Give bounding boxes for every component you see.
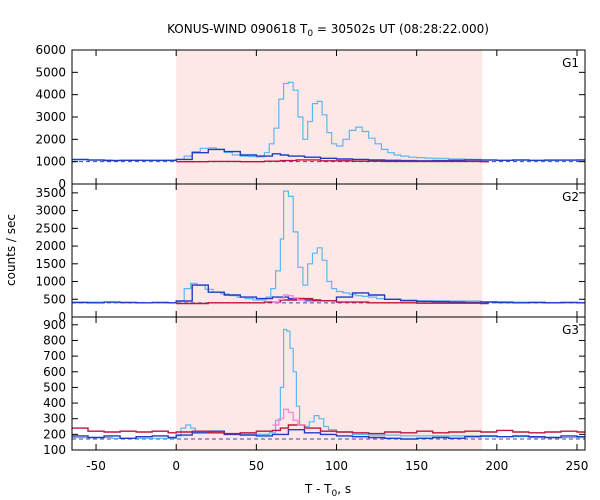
panel-label: G3 — [562, 323, 579, 337]
x-tick-label: 200 — [485, 459, 508, 473]
y-tick-label: 0 — [58, 177, 66, 191]
y-tick-label: 900 — [43, 318, 66, 332]
panels: 0100020003000400050006000G10500100015002… — [35, 43, 588, 473]
y-tick-label: 5000 — [35, 65, 66, 79]
y-tick-label: 2000 — [35, 239, 66, 253]
panel-label: G2 — [562, 190, 579, 204]
x-tick-label: -50 — [86, 459, 106, 473]
plot-frame — [71, 316, 586, 451]
y-tick-label: 600 — [43, 365, 66, 379]
series-hard-band — [72, 424, 585, 435]
y-tick-label: 4000 — [35, 88, 66, 102]
series-hard-band — [176, 297, 489, 305]
series-light-curve-coarse — [72, 148, 585, 162]
shaded-interval — [176, 50, 483, 184]
series-hard-band-peak — [272, 408, 307, 426]
x-tick-label: 0 — [172, 459, 180, 473]
series-hard-band — [176, 159, 489, 163]
x-tick-label: 250 — [566, 459, 589, 473]
y-tick-label: 200 — [43, 427, 66, 441]
chart-title-rest: = 30502s UT (08:28:22.000) — [313, 22, 489, 36]
y-tick-label: 100 — [43, 443, 66, 457]
y-tick-label: 700 — [43, 349, 66, 363]
y-tick-label: 500 — [43, 292, 66, 306]
chart-title-main: KONUS-WIND 090618 T — [167, 22, 308, 36]
shaded-interval — [176, 317, 483, 450]
y-tick-label: 500 — [43, 380, 66, 394]
y-tick-label: 3000 — [35, 110, 66, 124]
y-tick-label: 400 — [43, 396, 66, 410]
x-axis-label-main: T - T — [304, 482, 332, 496]
chart-title-sub: 0 — [307, 29, 313, 39]
y-tick-label: 1000 — [35, 275, 66, 289]
x-axis-label-sub: 0 — [332, 489, 338, 499]
y-tick-label: 800 — [43, 333, 66, 347]
y-tick-label: 1500 — [35, 257, 66, 271]
y-tick-label: 2000 — [35, 132, 66, 146]
x-tick-label: 100 — [325, 459, 348, 473]
panel-g1: 0 1000 2000 3000 4000 5000 6000 G1 — [35, 43, 586, 191]
y-tick-label: 6000 — [35, 43, 66, 57]
x-tick-label: 50 — [249, 459, 264, 473]
series-hard-band-peak — [272, 294, 313, 303]
y-tick-label: 3000 — [35, 204, 66, 218]
y-axis-label: counts / sec — [4, 214, 18, 286]
x-axis-label-rest: , s — [337, 482, 351, 496]
shaded-interval — [176, 184, 483, 317]
series-light-curve-coarse — [72, 429, 585, 440]
x-axis-label: T - T0, s — [304, 482, 351, 499]
panel-g2: 0 500 1000 1500 2000 2500 3000 3500 G2 — [35, 183, 586, 324]
y-tick-label: 3500 — [35, 186, 66, 200]
y-tick-label: 0 — [58, 310, 66, 324]
y-tick-label: 1000 — [35, 155, 66, 169]
y-tick-label: 300 — [43, 412, 66, 426]
chart-title: KONUS-WIND 090618 T0 = 30502s UT (08:28:… — [167, 22, 489, 39]
panel-label: G1 — [562, 56, 579, 70]
y-tick-label: 2500 — [35, 221, 66, 235]
x-tick-label: 150 — [405, 459, 428, 473]
